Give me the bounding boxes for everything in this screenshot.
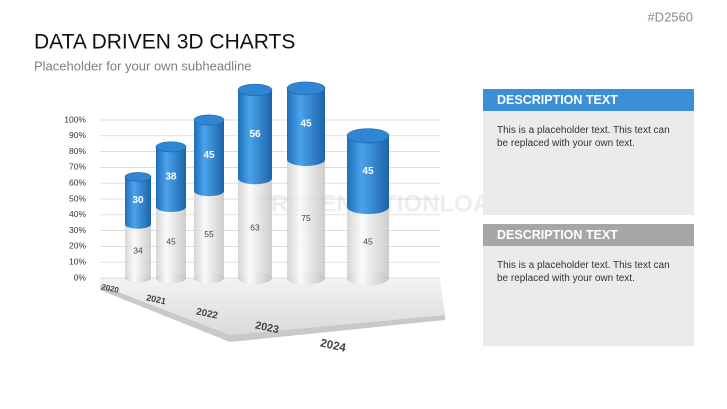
y-tick-label: 60% bbox=[69, 177, 86, 187]
x-tick-label: 2024 bbox=[319, 337, 347, 355]
cylinder-cap bbox=[155, 141, 187, 153]
chart-title: DATA DRIVEN 3D CHARTS bbox=[34, 31, 295, 54]
cylinder-cap bbox=[346, 128, 390, 144]
value-label: 45 bbox=[362, 166, 374, 177]
bar-segment bbox=[287, 159, 325, 278]
bar-segment bbox=[125, 224, 151, 278]
cylinder-cap bbox=[237, 83, 273, 97]
bar-segment bbox=[287, 88, 325, 160]
description-text: This is a placeholder text. This text ca… bbox=[497, 125, 670, 149]
value-label: 55 bbox=[204, 229, 214, 239]
description-box: DESCRIPTION TEXT This is a placeholder t… bbox=[483, 89, 694, 215]
chart-subtitle: Placeholder for your own subheadline bbox=[34, 58, 252, 73]
cylinder-bottom bbox=[287, 271, 325, 285]
cylinder-bottom bbox=[238, 272, 272, 284]
cylinder-bottom bbox=[156, 272, 186, 284]
cylinder-bottom bbox=[125, 219, 151, 229]
value-label: 45 bbox=[166, 237, 176, 247]
value-label: 38 bbox=[165, 172, 177, 183]
cylinder-bottom bbox=[125, 273, 151, 283]
value-label: 34 bbox=[133, 245, 143, 255]
x-tick-label: 2022 bbox=[195, 306, 219, 321]
bar-segment bbox=[238, 178, 272, 278]
cylinder-bottom bbox=[156, 201, 186, 212]
description-title: DESCRIPTION TEXT bbox=[483, 224, 694, 246]
value-label: 75 bbox=[301, 213, 311, 223]
bar-segment bbox=[347, 135, 389, 207]
y-tick-label: 50% bbox=[69, 193, 86, 203]
bar-segment bbox=[156, 206, 186, 278]
value-label: 45 bbox=[203, 150, 215, 161]
description-title: DESCRIPTION TEXT bbox=[483, 89, 694, 111]
y-tick-label: 90% bbox=[69, 130, 86, 140]
y-tick-label: 10% bbox=[69, 256, 86, 266]
bar-segment bbox=[156, 146, 186, 207]
value-label: 56 bbox=[249, 129, 261, 140]
y-tick-label: 70% bbox=[69, 162, 86, 172]
cylinder-bottom bbox=[238, 172, 272, 185]
bar-segment bbox=[194, 120, 224, 192]
floor bbox=[100, 278, 445, 335]
value-label: 45 bbox=[300, 119, 312, 130]
description-box: DESCRIPTION TEXT This is a placeholder t… bbox=[483, 224, 694, 346]
y-tick-label: 80% bbox=[69, 146, 86, 156]
cylinder-cap bbox=[124, 172, 152, 182]
bar-segment bbox=[194, 191, 224, 278]
cylinder-cap bbox=[286, 81, 326, 96]
bar-segment bbox=[347, 206, 389, 278]
value-label: 30 bbox=[132, 195, 144, 206]
cylinder-bottom bbox=[347, 199, 389, 215]
cylinder-bottom bbox=[287, 153, 325, 166]
x-tick-label: 2023 bbox=[254, 319, 280, 336]
value-label: 63 bbox=[250, 222, 260, 232]
y-tick-label: 0% bbox=[74, 272, 87, 282]
cylinder-cap bbox=[193, 114, 225, 126]
code: #D2560 bbox=[647, 9, 693, 24]
y-tick-label: 20% bbox=[69, 241, 86, 251]
x-tick-label: 2021 bbox=[145, 292, 166, 306]
y-tick-label: 40% bbox=[69, 209, 86, 219]
x-tick-label: 2020 bbox=[100, 282, 120, 295]
cylinder-bottom bbox=[347, 270, 389, 286]
floor-edge bbox=[100, 285, 445, 342]
cylinder-bottom bbox=[194, 186, 224, 197]
bar-segment bbox=[125, 176, 151, 225]
y-tick-label: 100% bbox=[64, 114, 86, 124]
value-label: 45 bbox=[363, 237, 373, 247]
description-text: This is a placeholder text. This text ca… bbox=[497, 260, 670, 284]
cylinder-bottom bbox=[194, 272, 224, 284]
y-tick-label: 30% bbox=[69, 225, 86, 235]
bar-segment bbox=[238, 89, 272, 179]
